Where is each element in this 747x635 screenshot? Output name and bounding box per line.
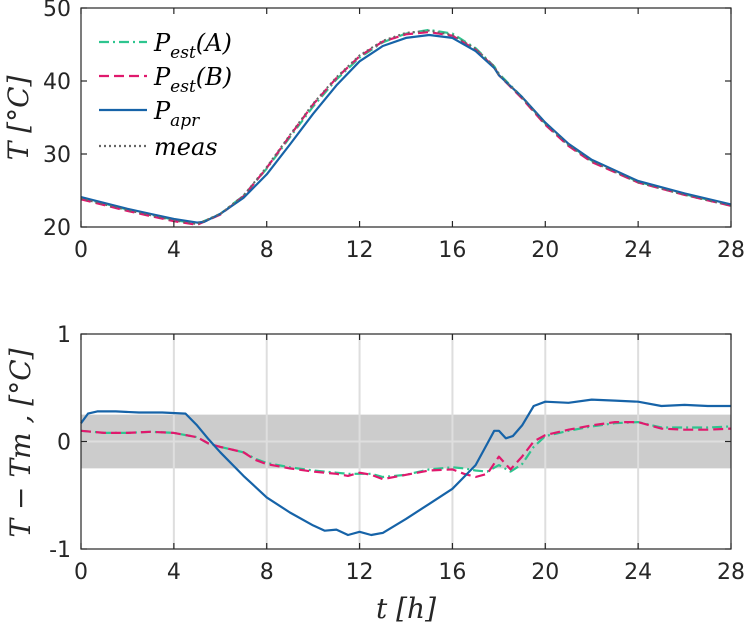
y-tick-label: 40 [43,70,71,95]
temperature-ylabel: T [°C] [2,76,35,161]
x-tick-label: 16 [438,560,466,585]
y-tick-label: 50 [43,0,71,22]
x-tick-label: 16 [438,238,466,263]
difference-ylabel: T − Tm , [°C] [4,348,37,537]
x-tick-label: 12 [346,238,374,263]
temperature-series [80,28,732,226]
y-tick-label: 30 [43,143,71,168]
x-tick-label: 0 [74,560,88,585]
difference-ticks: 0 4 8 12 16 20 24 28-101 [49,323,745,585]
y-tick-label: -1 [49,538,71,563]
x-tick-label: 4 [167,560,181,585]
x-tick-label: 24 [624,560,652,585]
y-tick-label: 1 [57,323,71,348]
x-tick-label: 8 [260,560,274,585]
x-tick-label: 8 [260,238,274,263]
difference-series [80,398,732,537]
x-tick-label: 28 [717,238,745,263]
x-tick-label: 12 [346,560,374,585]
series-line-meas [80,29,732,226]
legend-entry-label: meas [154,133,218,161]
x-tick-label: 0 [74,238,88,263]
x-tick-label: 28 [717,560,745,585]
series-line-papr [80,398,731,537]
x-tick-label: 20 [531,238,559,263]
time-xlabel: t [h] [376,592,436,625]
temperature-ticks: 0 4 8 12 16 20 24 28 20 30 40 50 [43,0,745,263]
temperature-axes-box [80,7,732,228]
temperature-panel: 0 4 8 12 16 20 24 28 20 30 40 50 T [°C] Pest(A)Pest… [2,0,745,263]
difference-panel: 0 4 8 12 16 20 24 28-101 T − Tm , [°C] t [h] [4,323,745,625]
legend-entry-label: Pest(B) [153,63,232,97]
series-line-pest-b- [80,421,732,481]
difference-grid [81,334,731,549]
y-tick-label: 0 [57,431,71,456]
x-tick-label: 24 [624,238,652,263]
x-tick-label: 4 [167,238,181,263]
y-tick-label: 20 [43,216,71,241]
legend-entry-label: Papr [153,97,200,131]
legend-entry-label: Pest(A) [153,29,232,63]
x-tick-label: 20 [531,560,559,585]
series-line-papr [80,33,732,224]
